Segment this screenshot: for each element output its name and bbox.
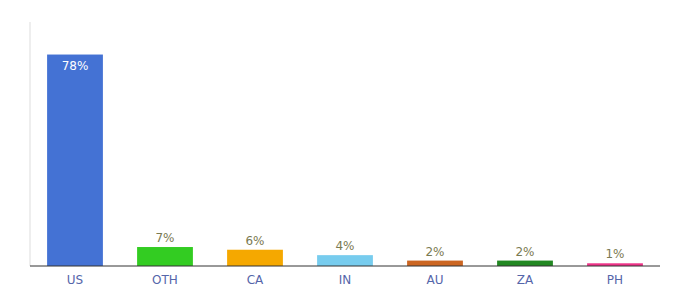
x-tick-label: PH: [607, 273, 623, 287]
x-tick-labels: US OTH CA IN AU ZA PH: [67, 273, 623, 287]
bar: [227, 250, 283, 266]
data-label: 4%: [335, 239, 354, 253]
x-axis-line: [30, 266, 660, 267]
x-tick-label: US: [67, 273, 83, 287]
bars: [47, 55, 643, 266]
x-tick-label: CA: [247, 273, 264, 287]
x-tick-label: ZA: [517, 273, 534, 287]
data-label: 6%: [245, 234, 264, 248]
chart-container: 78% 7% 6% 4% 2% 2% 1% US OTH CA IN AU ZA PH: [0, 0, 680, 300]
bar: [497, 261, 553, 266]
x-tick-label: IN: [339, 273, 352, 287]
bar: [407, 261, 463, 266]
chart: 78% 7% 6% 4% 2% 2% 1% US OTH CA IN AU ZA PH: [0, 0, 680, 300]
bar: [137, 247, 193, 266]
data-label: 2%: [425, 245, 444, 259]
data-label: 1%: [605, 247, 624, 261]
y-axis-line: [30, 22, 31, 266]
data-label: 2%: [515, 245, 534, 259]
data-labels: 78% 7% 6% 4% 2% 2% 1%: [62, 59, 625, 262]
data-label: 78%: [62, 59, 89, 73]
x-tick-label: AU: [427, 273, 444, 287]
data-label: 7%: [155, 231, 174, 245]
x-tick-label: OTH: [152, 273, 178, 287]
bar: [317, 255, 373, 266]
bar: [47, 55, 103, 266]
